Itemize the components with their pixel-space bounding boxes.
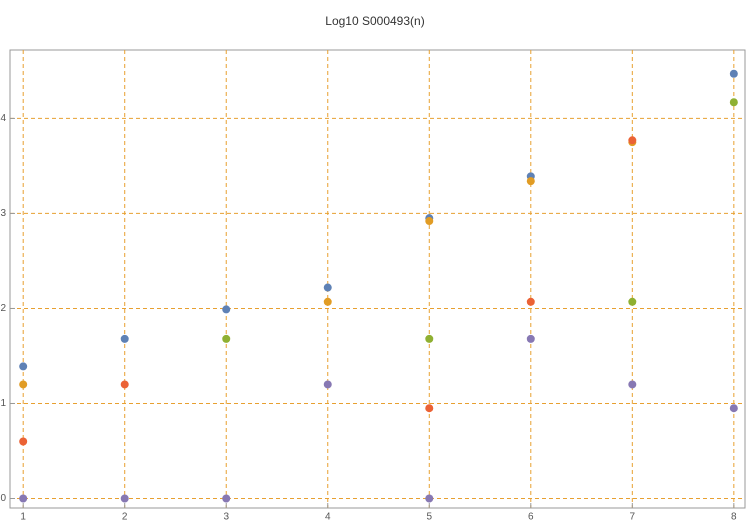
- point: [323, 297, 332, 306]
- point: [526, 177, 535, 186]
- point: [425, 217, 434, 226]
- point: [222, 494, 231, 503]
- x-tick-label: 8: [731, 512, 737, 523]
- x-tick-label: 1: [20, 512, 26, 523]
- chart-title: Log10 S000493(n): [325, 14, 424, 28]
- x-tick-label: 3: [223, 512, 229, 523]
- point: [425, 494, 434, 503]
- point: [120, 380, 129, 389]
- y-tick-label: 0: [0, 493, 6, 504]
- point: [628, 380, 637, 389]
- y-tick-label: 4: [0, 113, 6, 124]
- point: [19, 380, 28, 389]
- plot-frame: [9, 49, 746, 509]
- y-tick-label: 3: [0, 208, 6, 219]
- x-tick-label: 2: [122, 512, 128, 523]
- point: [323, 380, 332, 389]
- y-tick-label: 1: [0, 398, 6, 409]
- point: [222, 334, 231, 343]
- point: [729, 404, 738, 413]
- point: [628, 136, 637, 145]
- point: [19, 362, 28, 371]
- point: [425, 334, 434, 343]
- point: [222, 305, 231, 314]
- point: [425, 404, 434, 413]
- point: [120, 494, 129, 503]
- point: [526, 297, 535, 306]
- y-tick-label: 2: [0, 303, 6, 314]
- point: [19, 437, 28, 446]
- x-tick-label: 5: [426, 512, 432, 523]
- point: [19, 494, 28, 503]
- x-tick-label: 4: [325, 512, 331, 523]
- x-tick-label: 7: [630, 512, 636, 523]
- point: [729, 98, 738, 107]
- point: [729, 69, 738, 78]
- point: [628, 297, 637, 306]
- point: [120, 334, 129, 343]
- point: [323, 283, 332, 292]
- point: [526, 334, 535, 343]
- x-tick-label: 6: [528, 512, 534, 523]
